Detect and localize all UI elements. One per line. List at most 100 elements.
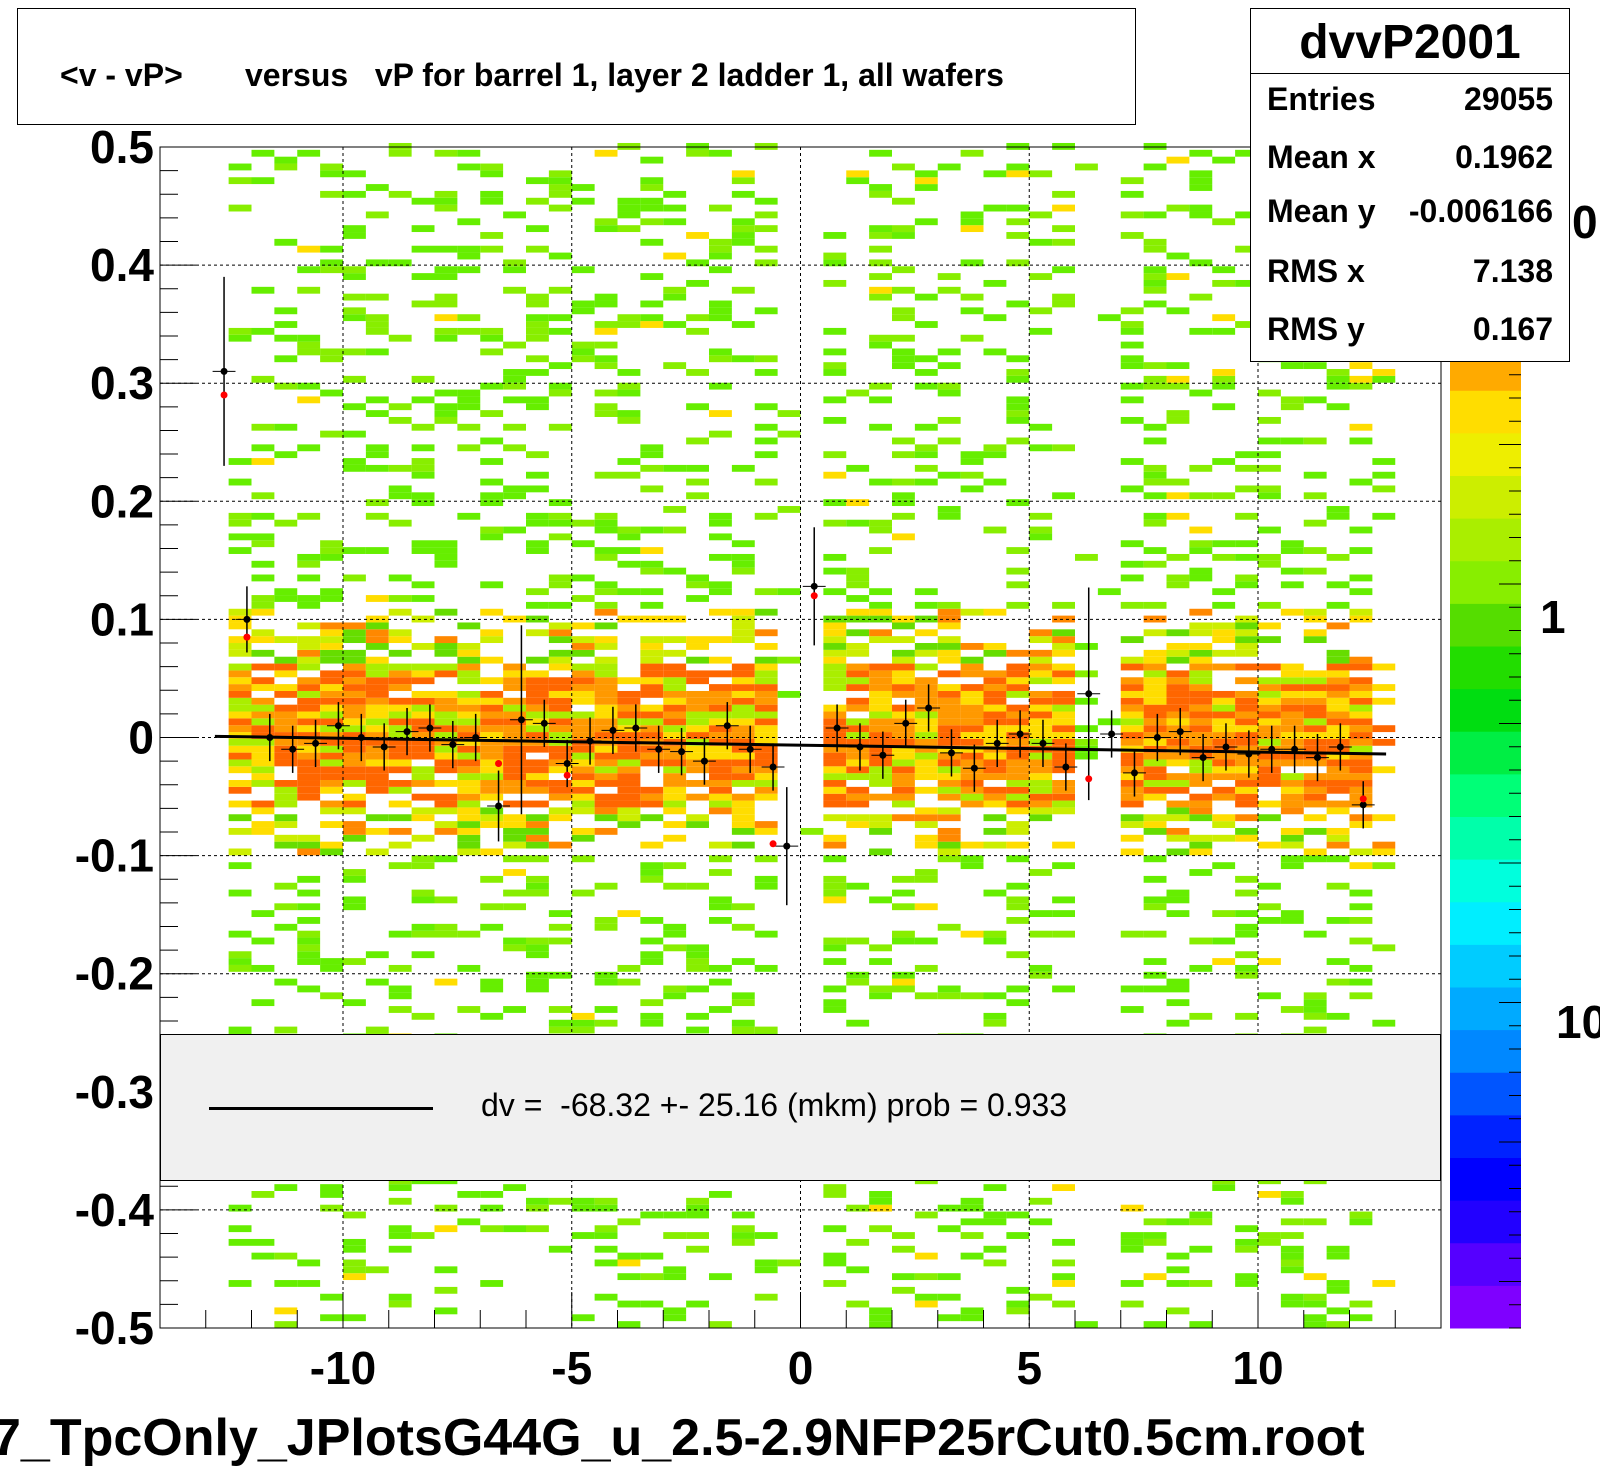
heatmap-cell <box>1326 958 1350 965</box>
heatmap-cell <box>914 992 938 1000</box>
heatmap-cell <box>1372 944 1396 952</box>
heatmap-cell <box>320 430 343 438</box>
heatmap-cell <box>1006 416 1030 424</box>
profile-point-black <box>970 764 978 772</box>
heatmap-cell <box>1235 711 1258 719</box>
heatmap-cell <box>983 827 1007 835</box>
heatmap-cell <box>526 403 549 411</box>
heatmap-cell <box>320 958 343 965</box>
heatmap-cell <box>1120 725 1144 733</box>
heatmap-cell <box>663 1211 687 1219</box>
heatmap-cell <box>914 218 938 226</box>
heatmap-cell <box>754 766 778 774</box>
heatmap-cell <box>411 300 435 308</box>
heatmap-cell <box>960 225 984 233</box>
y-tick-label: 0.4 <box>90 239 154 291</box>
heatmap-cell <box>571 300 595 308</box>
heatmap-cell <box>1120 362 1144 370</box>
heatmap-cell <box>914 766 938 774</box>
heatmap-cell <box>892 636 915 644</box>
heatmap-cell <box>1280 1218 1304 1226</box>
colorbar-swatch <box>1450 901 1521 945</box>
heatmap-cell <box>869 663 892 671</box>
heatmap-cell <box>320 1314 343 1322</box>
heatmap-cell <box>1189 547 1213 554</box>
heatmap-cell <box>640 588 664 596</box>
heatmap-cell <box>1189 814 1213 822</box>
heatmap-cell <box>823 656 847 664</box>
heatmap-cell <box>1006 985 1030 993</box>
heatmap-cell <box>869 190 892 198</box>
heatmap-cell <box>1052 930 1075 938</box>
heatmap-cell <box>914 649 938 657</box>
heatmap-cell <box>411 711 435 719</box>
heatmap-cell <box>571 773 595 781</box>
heatmap-cell <box>548 690 572 698</box>
heatmap-cell <box>343 869 366 876</box>
heatmap-cell <box>1235 1245 1258 1253</box>
heatmap-cell <box>365 786 389 794</box>
heatmap-cell <box>777 588 801 596</box>
heatmap-cell <box>434 807 458 815</box>
heatmap-cell <box>1326 978 1350 986</box>
heatmap-cell <box>1189 738 1213 746</box>
heatmap-cell <box>1303 697 1327 705</box>
heatmap-cell <box>892 773 915 781</box>
heatmap-cell <box>457 690 481 698</box>
heatmap-cell <box>228 1280 252 1287</box>
heatmap-cell <box>709 711 732 719</box>
heatmap-cell <box>411 677 435 685</box>
heatmap-cell <box>411 745 435 753</box>
heatmap-cell <box>823 471 847 479</box>
heatmap-cell <box>411 780 435 787</box>
heatmap-cell <box>274 1321 298 1328</box>
heatmap-cell <box>1212 725 1236 733</box>
heatmap-cell <box>434 752 458 760</box>
heatmap-cell <box>663 218 687 226</box>
heatmap-cell <box>1143 375 1167 383</box>
heatmap-cell <box>548 780 572 787</box>
heatmap-cell <box>640 752 664 760</box>
heatmap-cell <box>1143 875 1167 883</box>
heatmap-cell <box>1143 1273 1167 1281</box>
heatmap-cell <box>548 841 572 849</box>
heatmap-cell <box>754 1232 778 1239</box>
heatmap-cell <box>365 752 389 760</box>
heatmap-cell <box>1326 382 1350 390</box>
heatmap-cell <box>869 827 892 835</box>
heatmap-cell <box>343 725 366 733</box>
heatmap-cell <box>411 725 435 733</box>
heatmap-cell <box>388 766 412 774</box>
heatmap-cell <box>297 636 321 644</box>
heatmap-cell <box>983 649 1007 657</box>
heatmap-cell <box>640 526 664 534</box>
heatmap-cell <box>297 341 321 349</box>
heatmap-cell <box>1120 355 1144 363</box>
heatmap-cell <box>1143 670 1167 678</box>
heatmap-cell <box>365 848 389 856</box>
heatmap-cell <box>983 786 1007 794</box>
heatmap-cell <box>1029 170 1053 178</box>
heatmap-cell <box>1349 588 1373 596</box>
heatmap-cell <box>754 670 778 678</box>
heatmap-cell <box>1326 553 1350 561</box>
heatmap-cell <box>823 663 847 671</box>
heatmap-cell <box>983 690 1007 698</box>
heatmap-cell <box>320 848 343 856</box>
colorbar-swatch <box>1450 646 1521 690</box>
heatmap-cell <box>365 766 389 774</box>
heatmap-cell <box>480 492 504 500</box>
heatmap-cell <box>640 786 664 794</box>
heatmap-cell <box>709 759 732 767</box>
heatmap-cell <box>548 389 572 397</box>
heatmap-cell <box>1189 629 1213 637</box>
heatmap-cell <box>1143 382 1167 390</box>
heatmap-cell <box>1326 1012 1350 1020</box>
stats-box: dvvP2001 Entries 29055 Mean x 0.1962 Mea… <box>1250 8 1570 362</box>
heatmap-cell <box>411 464 435 472</box>
heatmap-cell <box>457 1218 481 1226</box>
heatmap-cell <box>1006 951 1030 959</box>
heatmap-cell <box>1349 547 1373 554</box>
heatmap-cell <box>297 601 321 609</box>
heatmap-cell <box>709 793 732 801</box>
